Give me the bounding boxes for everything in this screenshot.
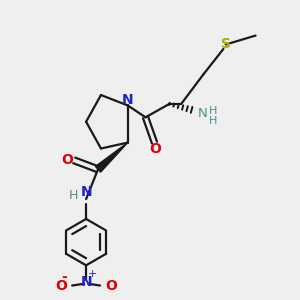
Text: N: N [198,107,208,120]
Text: O: O [62,153,74,167]
Text: O: O [56,278,68,292]
Polygon shape [95,142,128,172]
Text: O: O [149,142,161,156]
Text: O: O [105,278,117,292]
Text: H: H [209,106,218,116]
Text: N: N [80,275,92,289]
Text: H: H [69,189,78,202]
Text: -: - [61,270,67,284]
Text: S: S [221,38,231,52]
Text: N: N [121,93,133,107]
Text: N: N [80,184,92,199]
Text: H: H [209,116,218,126]
Text: +: + [88,268,97,279]
